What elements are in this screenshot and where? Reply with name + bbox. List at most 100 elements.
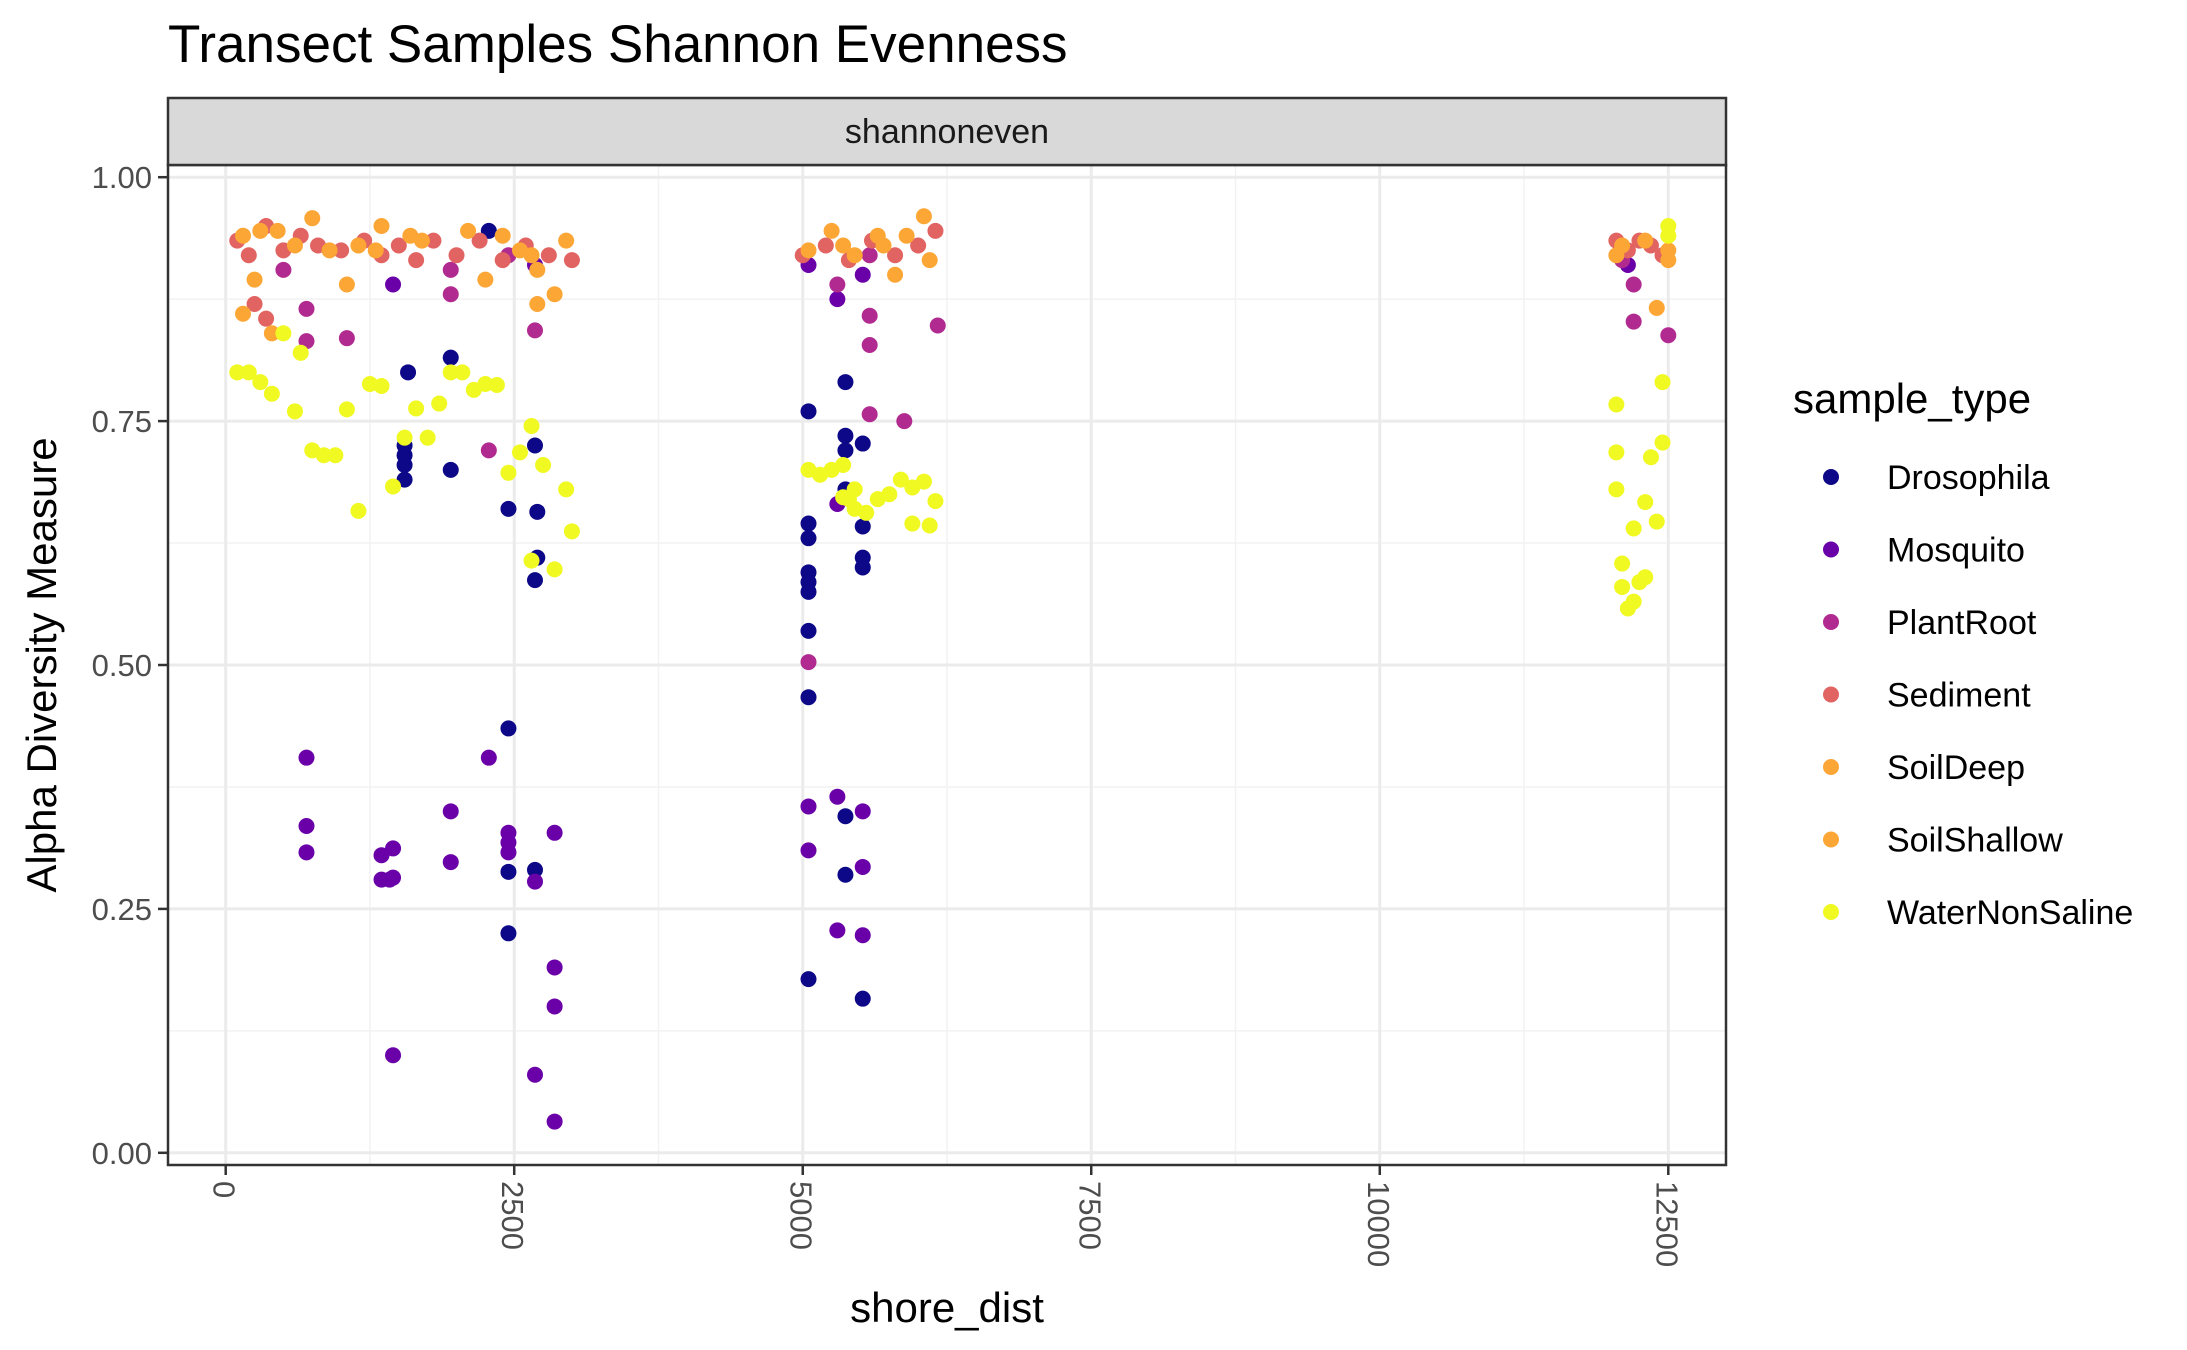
- data-point-sediment: [471, 232, 488, 249]
- data-points: [229, 208, 1677, 1130]
- data-point-soilshallow: [915, 208, 932, 225]
- data-point-mosquito: [385, 1047, 402, 1064]
- data-point-sediment: [246, 296, 263, 313]
- data-point-mosquito: [854, 927, 871, 944]
- facet-strip-label: shannoneven: [845, 113, 1049, 151]
- data-point-waternonsaline: [477, 376, 494, 393]
- data-point-mosquito: [480, 749, 497, 766]
- data-point-waternonsaline: [431, 395, 448, 412]
- data-point-plantroot: [442, 286, 459, 303]
- data-point-soildeep: [898, 227, 915, 244]
- data-point-mosquito: [373, 847, 390, 864]
- data-point-waternonsaline: [1642, 449, 1659, 466]
- y-tick-label: 1.00: [92, 160, 152, 195]
- data-point-soilshallow: [367, 242, 384, 259]
- data-point-waternonsaline: [275, 325, 292, 342]
- data-point-waternonsaline: [523, 552, 540, 569]
- data-point-sediment: [817, 237, 834, 254]
- data-point-sediment: [240, 247, 257, 264]
- x-tick-label: 10000: [1361, 1181, 1396, 1267]
- legend-label-waternonsaline: WaterNonSaline: [1887, 894, 2133, 932]
- data-point-drosophila: [854, 435, 871, 452]
- data-point-drosophila: [500, 925, 517, 942]
- data-point-drosophila: [800, 583, 817, 600]
- data-point-mosquito: [829, 922, 846, 939]
- data-point-soildeep: [246, 271, 263, 288]
- x-tick-label: 5000: [784, 1181, 819, 1250]
- data-point-soilshallow: [887, 266, 904, 283]
- y-tick-label: 0.50: [92, 648, 152, 683]
- data-point-soildeep: [235, 305, 252, 322]
- data-point-waternonsaline: [904, 515, 921, 532]
- data-point-waternonsaline: [419, 429, 436, 446]
- legend-label-plantroot: PlantRoot: [1887, 604, 2037, 642]
- legend-key-soildeep: [1823, 759, 1839, 775]
- data-point-waternonsaline: [1625, 520, 1642, 537]
- data-point-drosophila: [500, 720, 517, 737]
- legend-key-plantroot: [1823, 614, 1839, 630]
- data-point-waternonsaline: [315, 447, 332, 464]
- data-point-mosquito: [526, 873, 543, 890]
- data-point-mosquito: [298, 817, 315, 834]
- data-point-mosquito: [854, 803, 871, 820]
- data-point-drosophila: [800, 689, 817, 706]
- legend-key-drosophila: [1823, 469, 1839, 485]
- data-point-plantroot: [1625, 313, 1642, 330]
- data-point-plantroot: [298, 300, 315, 317]
- data-point-waternonsaline: [286, 403, 303, 420]
- legend-label-sediment: Sediment: [1887, 677, 2031, 715]
- data-point-waternonsaline: [563, 523, 580, 540]
- data-point-soilshallow: [252, 222, 269, 239]
- data-point-soildeep: [373, 217, 390, 234]
- data-point-soildeep: [546, 286, 563, 303]
- y-tick-label: 0.00: [92, 1136, 152, 1171]
- data-point-soilshallow: [800, 242, 817, 259]
- data-point-plantroot: [861, 247, 878, 264]
- data-point-drosophila: [442, 461, 459, 478]
- data-point-waternonsaline: [385, 478, 402, 495]
- data-point-drosophila: [500, 863, 517, 880]
- data-point-soilshallow: [235, 227, 252, 244]
- data-point-waternonsaline: [500, 464, 517, 481]
- x-tick-label: 2500: [495, 1181, 530, 1250]
- data-point-waternonsaline: [511, 444, 528, 461]
- data-point-waternonsaline: [881, 486, 898, 503]
- data-point-sediment: [448, 247, 465, 264]
- data-point-waternonsaline: [1637, 569, 1654, 586]
- data-point-drosophila: [396, 471, 413, 488]
- data-point-soildeep: [835, 237, 852, 254]
- data-point-mosquito: [385, 840, 402, 857]
- data-point-waternonsaline: [1608, 481, 1625, 498]
- facet-strip: [166, 96, 1728, 167]
- data-point-soilshallow: [1637, 232, 1654, 249]
- data-point-soilshallow: [523, 247, 540, 264]
- data-point-mosquito: [442, 854, 459, 871]
- data-point-drosophila: [837, 808, 854, 825]
- data-point-plantroot: [275, 261, 292, 278]
- data-point-mosquito: [854, 858, 871, 875]
- data-point-mosquito: [800, 798, 817, 815]
- x-tick-label: 12500: [1649, 1181, 1684, 1267]
- data-point-waternonsaline: [454, 364, 471, 381]
- data-point-waternonsaline: [835, 457, 852, 473]
- data-point-mosquito: [854, 266, 871, 283]
- legend-key-waternonsaline: [1823, 904, 1839, 920]
- data-point-waternonsaline: [523, 417, 540, 434]
- data-point-soildeep: [477, 271, 494, 288]
- data-point-soildeep: [304, 210, 321, 227]
- data-point-drosophila: [526, 572, 543, 589]
- data-point-waternonsaline: [835, 489, 852, 506]
- data-point-soilshallow: [846, 247, 863, 264]
- legend: sample_type Drosophila Mosquito PlantRoot S…: [1793, 375, 2133, 932]
- data-point-waternonsaline: [1614, 578, 1631, 595]
- data-point-drosophila: [800, 403, 817, 420]
- data-point-plantroot: [861, 337, 878, 353]
- data-point-waternonsaline: [1625, 593, 1642, 610]
- data-point-soilshallow: [529, 261, 546, 278]
- data-point-mosquito: [526, 1066, 543, 1083]
- data-point-waternonsaline: [892, 471, 909, 488]
- data-point-mosquito: [829, 788, 846, 805]
- data-point-soilshallow: [869, 227, 886, 244]
- data-point-plantroot: [861, 406, 878, 423]
